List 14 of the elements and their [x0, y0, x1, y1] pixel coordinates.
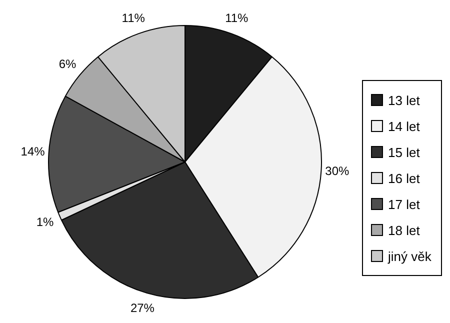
legend-label: jiný věk [388, 248, 432, 264]
data-label: 1% [36, 214, 54, 229]
legend-label: 18 let [388, 222, 420, 238]
data-label: 30% [325, 164, 350, 178]
legend-label: 15 let [388, 144, 420, 160]
data-label: 27% [130, 300, 155, 315]
legend-label: 17 let [388, 196, 420, 212]
data-label: 11% [225, 10, 249, 25]
legend-label: 16 let [388, 170, 420, 186]
data-label: 11% [122, 10, 146, 25]
data-label: 6% [58, 57, 76, 72]
data-label: 14% [20, 144, 46, 159]
legend-label: 13 let [388, 92, 420, 108]
legend-label: 14 let [388, 118, 420, 134]
